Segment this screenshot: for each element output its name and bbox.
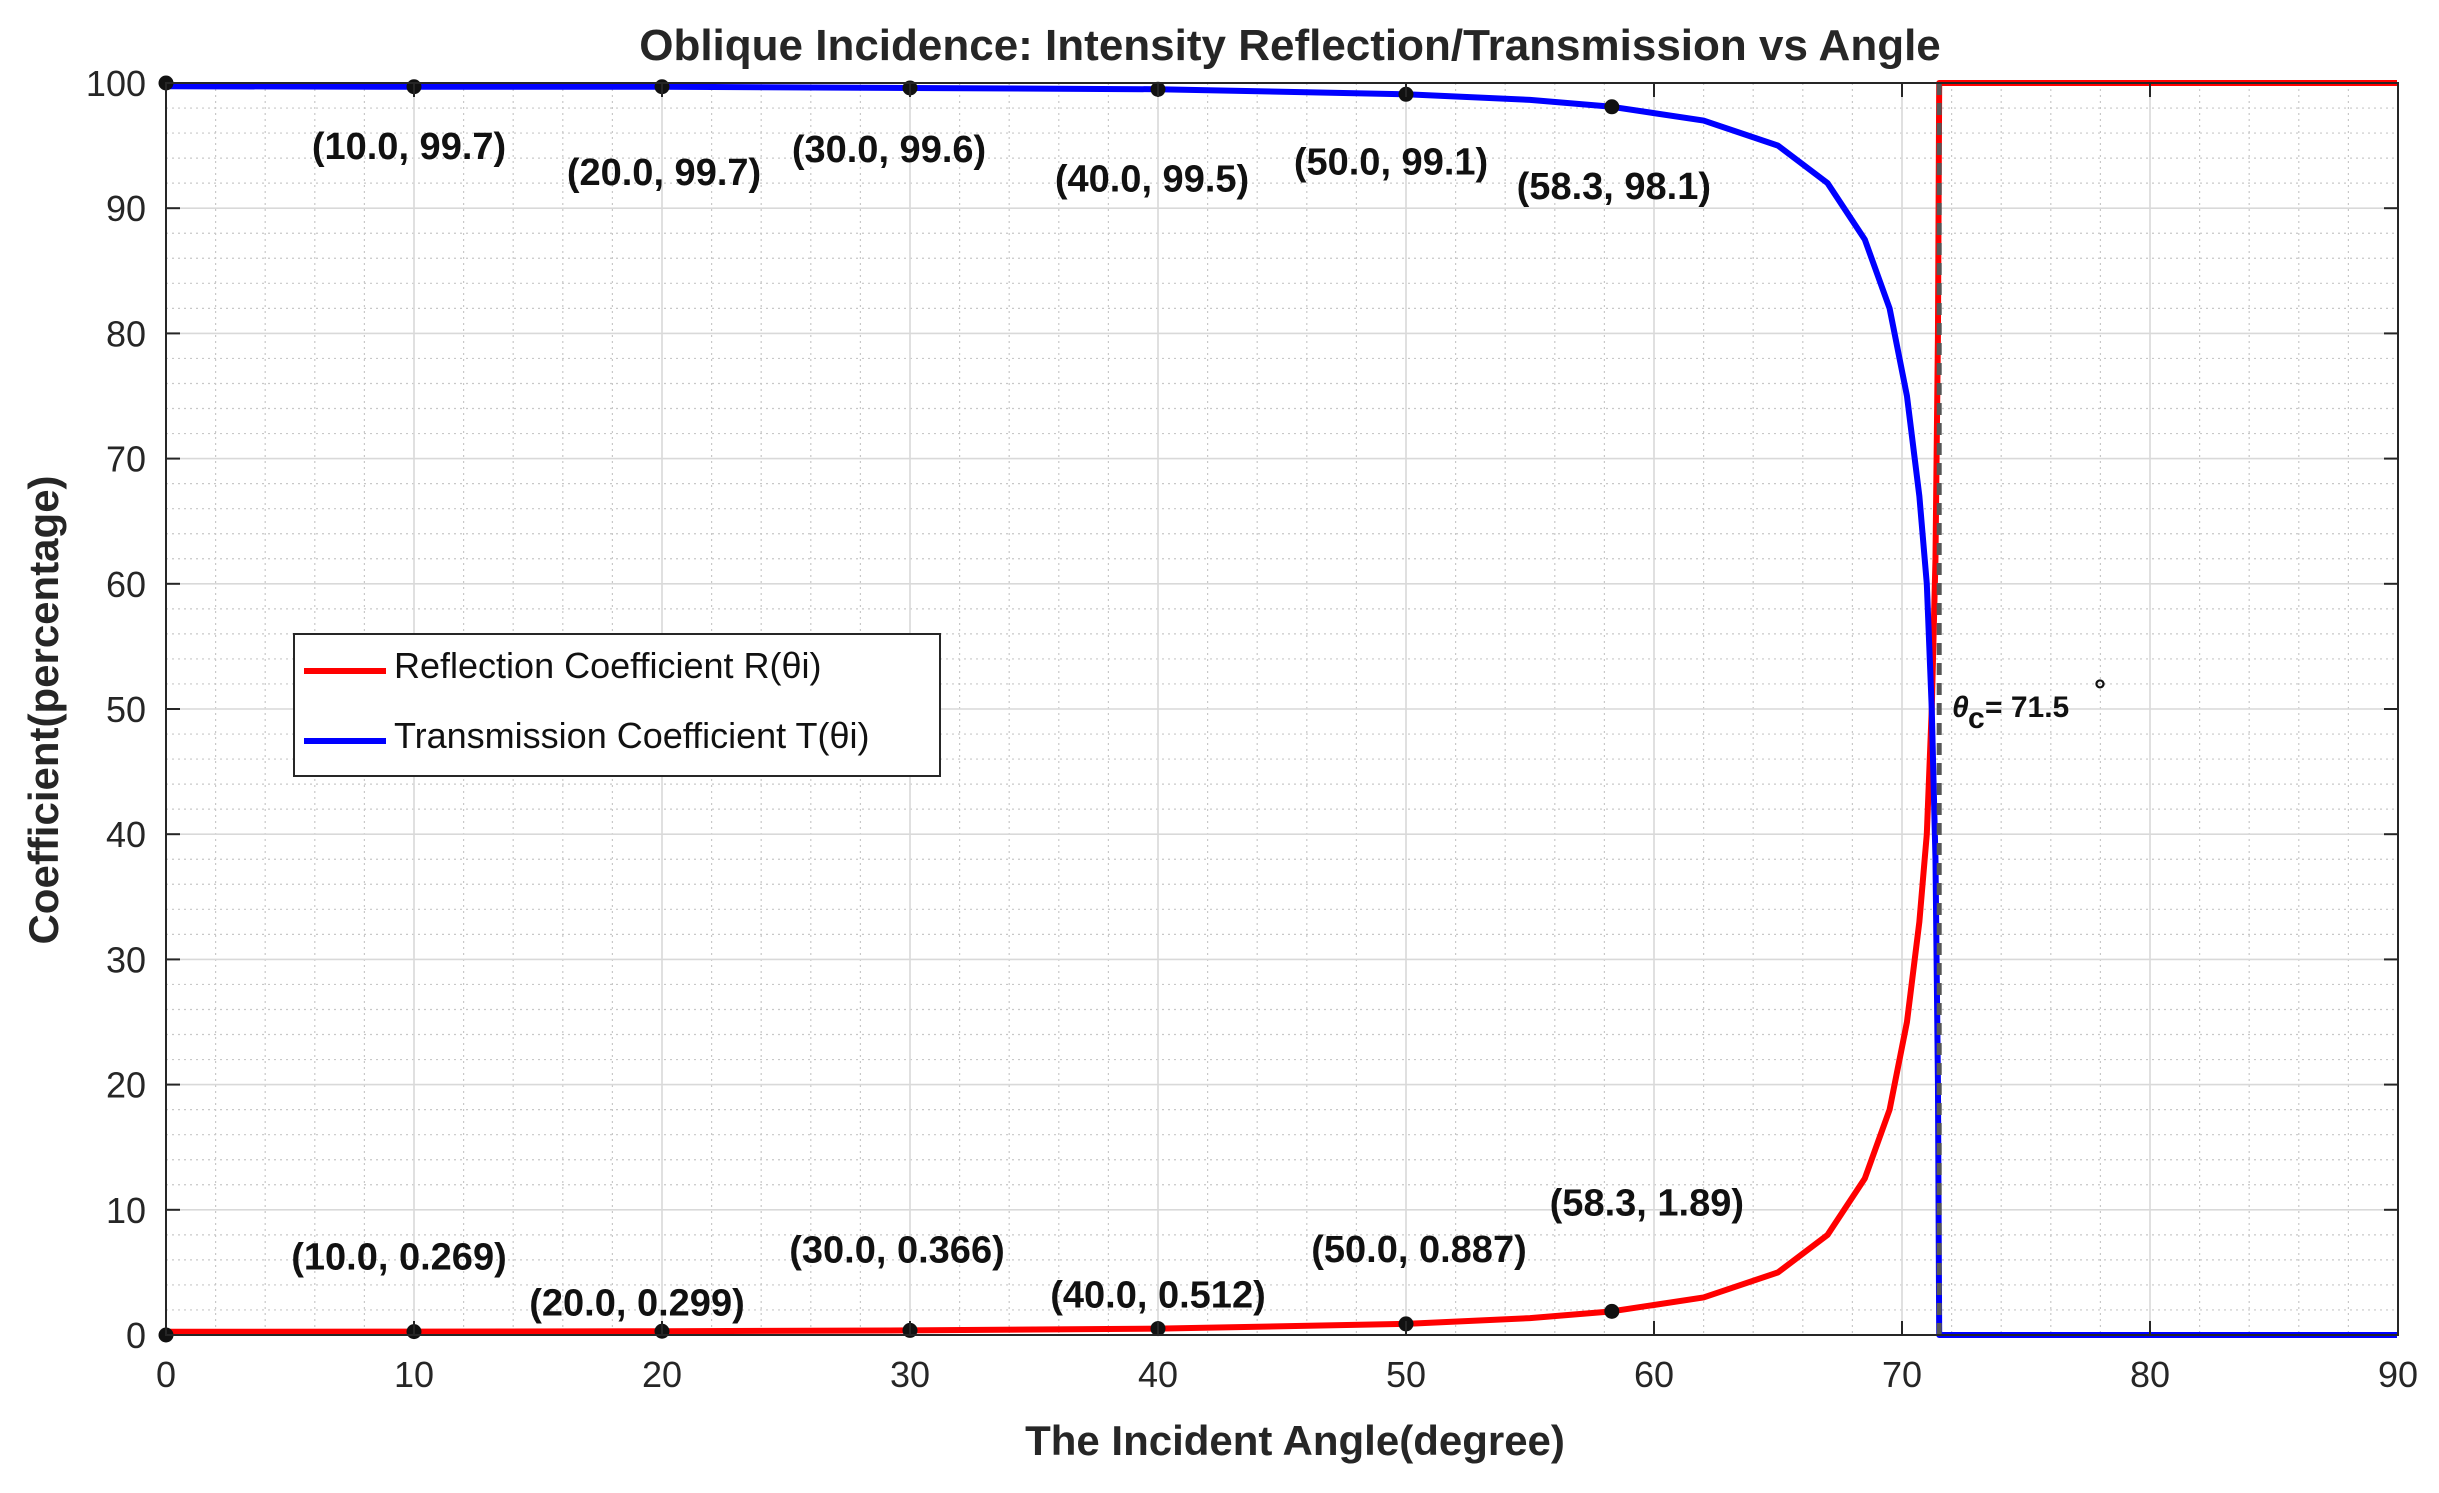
x-tick-label: 40 [1138,1354,1178,1395]
x-tick-label: 60 [1634,1354,1674,1395]
legend-box [293,633,941,777]
y-tick-label: 70 [106,439,146,480]
degree-symbol: ° [2094,674,2106,707]
reflection-curve [165,80,2397,1335]
y-tick-label: 60 [106,564,146,605]
y-tick-label: 20 [106,1065,146,1106]
y-tick-label: 30 [106,939,146,980]
data-point-label: (40.0, 99.5) [1055,158,1249,200]
critical-angle-symbol: θ [1952,691,1969,724]
x-tick-label: 20 [642,1354,682,1395]
critical-angle-annotation: θ c = 71.5 ° [1952,674,2106,735]
data-point-label: (50.0, 0.887) [1311,1229,1526,1271]
chart-title: Oblique Incidence: Intensity Reflection/… [639,21,1941,70]
data-point-label: (50.0, 99.1) [1294,141,1488,183]
y-axis-label: Coefficient(percentage) [20,475,67,944]
data-point-label: (58.3, 1.89) [1550,1182,1744,1224]
y-tick-label: 80 [106,313,146,354]
legend-label-reflection: Reflection Coefficient R(θi) [394,645,822,686]
data-point-marker [1604,1303,1620,1319]
data-point-label: (10.0, 99.7) [312,126,506,168]
x-axis-label: The Incident Angle(degree) [1025,1417,1565,1464]
x-tick-label: 30 [890,1354,930,1395]
y-tick-label: 90 [106,188,146,229]
point-label-layer: (10.0, 0.269) (20.0, 0.299) (30.0, 0.366) (… [291,126,1744,1325]
x-tick-label: 0 [156,1354,176,1395]
data-point-label: (20.0, 99.7) [567,152,761,194]
x-tick-label: 10 [394,1354,434,1395]
y-tick-label: 40 [106,814,146,855]
data-point-label: (40.0, 0.512) [1050,1275,1265,1317]
data-point-label: (30.0, 0.366) [789,1229,1004,1271]
data-point-label: (58.3, 98.1) [1517,166,1711,208]
legend-label-transmission: Transmission Coefficient T(θi) [394,715,870,756]
transmission-curve [165,83,2397,1338]
data-point-label: (30.0, 99.6) [792,129,986,171]
y-tick-label: 100 [86,63,146,104]
legend: Reflection Coefficient R(θi) Transmissio… [293,633,941,777]
y-tick-label: 50 [106,689,146,730]
data-point-marker [1604,99,1620,115]
y-tick-label: 0 [126,1315,146,1356]
x-tick-label: 90 [2378,1354,2418,1395]
y-tick-label: 10 [106,1190,146,1231]
critical-angle-subscript: c [1968,702,1985,735]
tick-layer: 0 10 20 30 40 50 60 70 80 90 0 10 20 30 40 50 60 70 80 90 10… [86,63,2418,1395]
x-tick-label: 80 [2130,1354,2170,1395]
x-tick-label: 50 [1386,1354,1426,1395]
series-layer [165,80,2397,1338]
x-tick-label: 70 [1882,1354,1922,1395]
data-point-label: (10.0, 0.269) [291,1237,506,1279]
data-point-label: (20.0, 0.299) [529,1282,744,1324]
critical-angle-value: = 71.5 [1985,691,2069,724]
